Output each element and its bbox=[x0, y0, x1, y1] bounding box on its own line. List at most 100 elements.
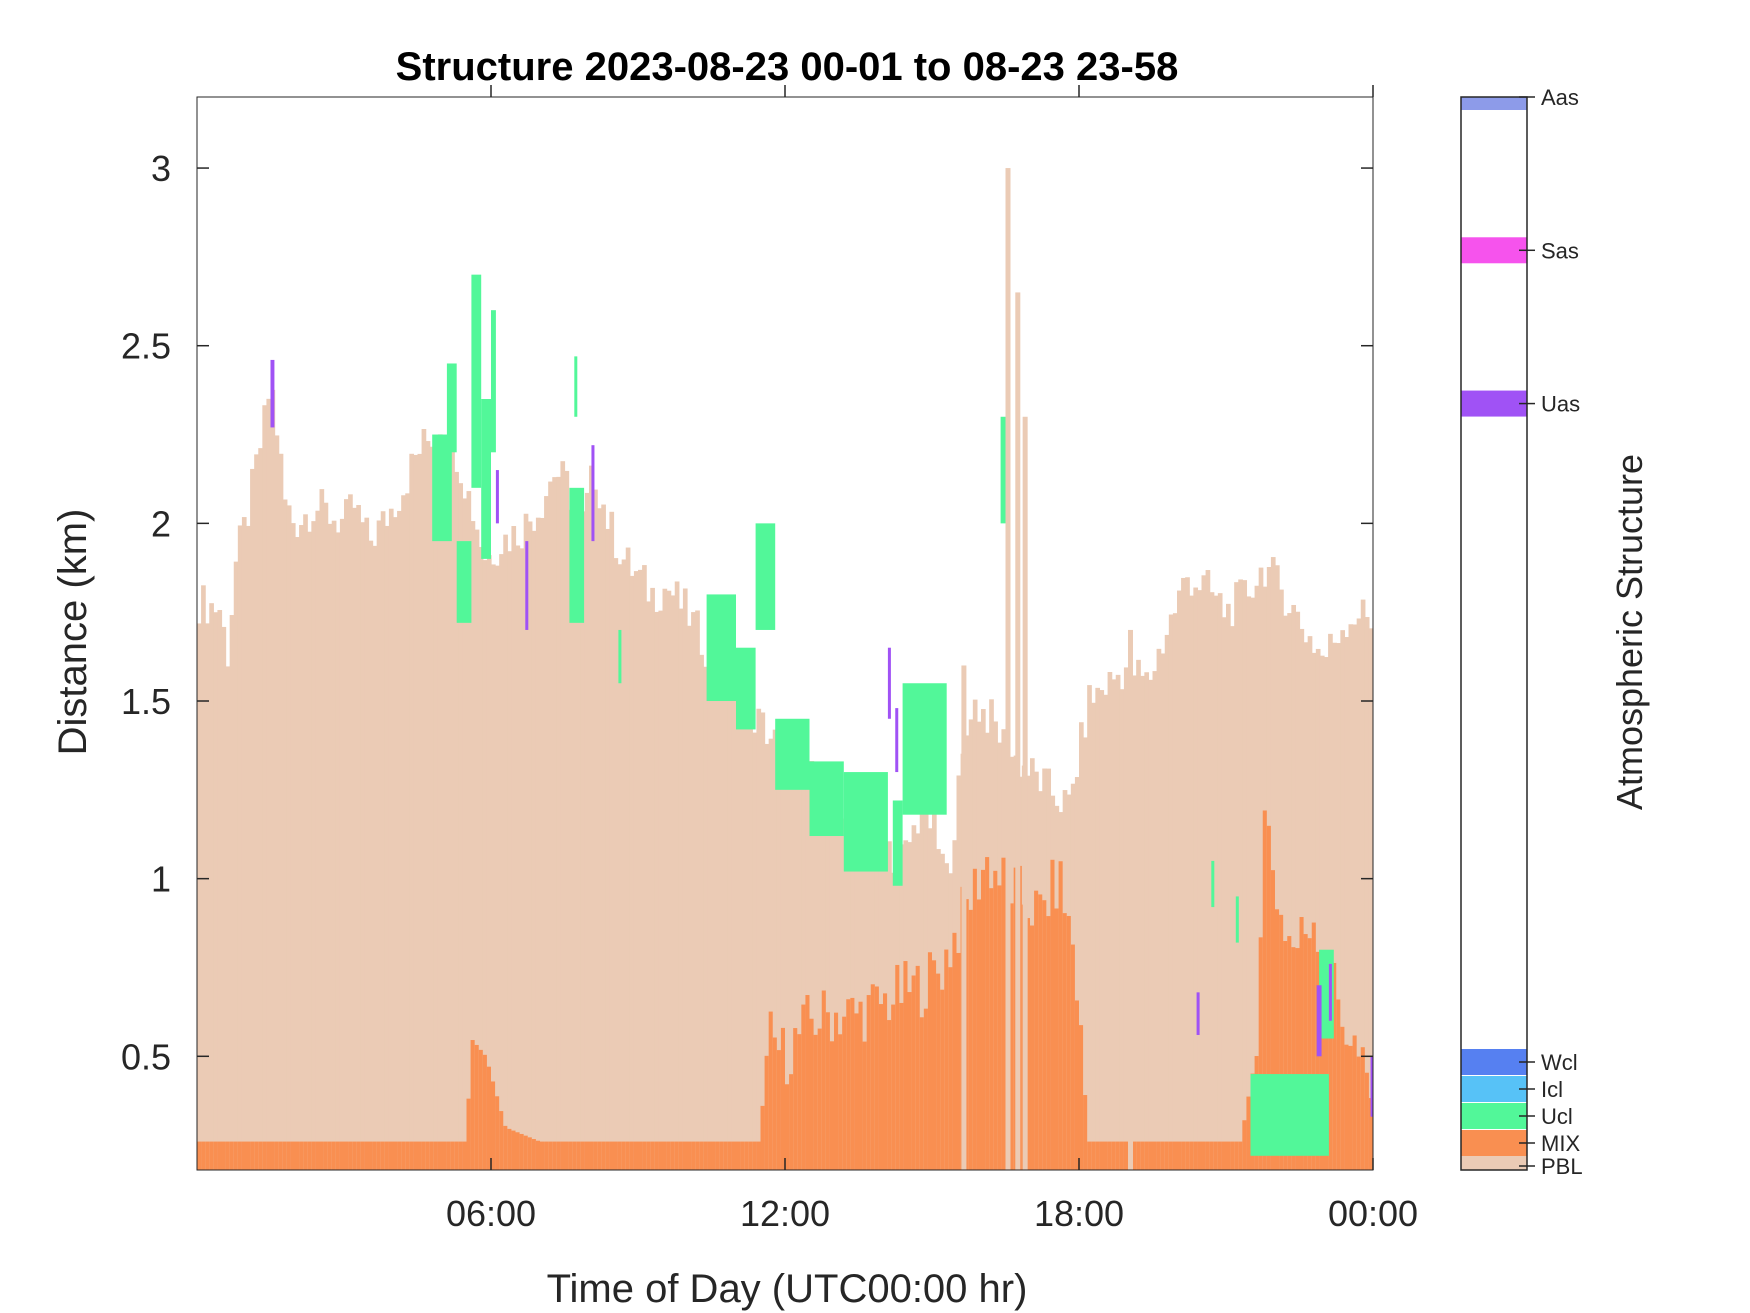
mix-bar bbox=[744, 1141, 749, 1170]
pbl-bar bbox=[789, 750, 794, 1170]
pbl-bar bbox=[1270, 557, 1276, 1170]
mix-bar bbox=[1164, 1141, 1170, 1170]
pbl-bar bbox=[772, 729, 778, 1170]
pbl-bar bbox=[829, 780, 835, 1170]
mix-bar bbox=[1324, 971, 1329, 1170]
mix-bar bbox=[1336, 999, 1341, 1170]
mix-bar bbox=[421, 1141, 427, 1170]
pbl-bar bbox=[454, 471, 459, 1170]
pbl-bar bbox=[1319, 655, 1325, 1170]
mix-bar bbox=[711, 1141, 717, 1170]
mix-bar bbox=[540, 1141, 545, 1170]
mix-bar bbox=[425, 1141, 431, 1170]
pbl-bar bbox=[1217, 593, 1223, 1170]
pbl-bar bbox=[650, 587, 655, 1170]
mix-bar bbox=[829, 1041, 835, 1170]
pbl-bar bbox=[1197, 590, 1203, 1170]
pbl-bar bbox=[809, 761, 815, 1170]
pbl-bar bbox=[1307, 636, 1313, 1170]
pbl-bar bbox=[1246, 596, 1252, 1170]
pbl-bar bbox=[605, 528, 611, 1170]
mix-bar bbox=[458, 1141, 464, 1170]
mix-bar bbox=[246, 1141, 251, 1170]
pbl-bar bbox=[862, 825, 868, 1170]
mix-bar bbox=[785, 1084, 790, 1170]
mix-bar bbox=[1299, 917, 1305, 1170]
mix-bar bbox=[638, 1141, 643, 1170]
mix-bar bbox=[1242, 1120, 1248, 1170]
y-tick-label: 2 bbox=[151, 503, 171, 544]
mix-bar bbox=[1270, 870, 1276, 1170]
mix-bar bbox=[433, 1141, 439, 1170]
pbl-bar bbox=[552, 477, 557, 1170]
mix-bar bbox=[1136, 1141, 1141, 1170]
mix-bar bbox=[613, 1141, 619, 1170]
ucl-segment bbox=[1211, 860, 1215, 908]
y-tick-label: 0.5 bbox=[121, 1036, 171, 1077]
ucl-segment bbox=[902, 683, 947, 815]
mix-bar bbox=[282, 1141, 288, 1170]
pbl-bar bbox=[752, 732, 758, 1170]
pbl-bar bbox=[670, 595, 676, 1170]
mix-bar bbox=[862, 1041, 868, 1170]
colorbar-frame bbox=[1460, 96, 1528, 1171]
pbl-bar bbox=[589, 465, 594, 1170]
mix-bar bbox=[776, 1050, 782, 1170]
ucl-segment bbox=[706, 594, 736, 702]
colorbar-label: MIX bbox=[1541, 1131, 1580, 1156]
mix-bar bbox=[552, 1141, 557, 1170]
pbl-bar bbox=[1279, 589, 1284, 1170]
mix-bar bbox=[450, 1141, 455, 1170]
mix-bar bbox=[217, 1141, 223, 1170]
mix-bar bbox=[887, 1020, 892, 1170]
mix-bar bbox=[250, 1141, 255, 1170]
pbl-bar bbox=[511, 526, 517, 1170]
pbl-bar bbox=[638, 569, 643, 1170]
pbl-bar bbox=[1148, 679, 1154, 1170]
mix-bar bbox=[674, 1141, 680, 1170]
mix-bar bbox=[944, 949, 949, 1170]
pbl-bar bbox=[699, 654, 704, 1170]
pbl-bar bbox=[507, 551, 513, 1170]
x-tick-label: 06:00 bbox=[446, 1193, 536, 1234]
pbl-bar bbox=[1258, 567, 1264, 1170]
mix-bar bbox=[1246, 1096, 1252, 1170]
pbl-bar bbox=[801, 766, 807, 1170]
pbl-bar bbox=[1242, 580, 1248, 1170]
pbl-bar bbox=[731, 679, 737, 1170]
pbl-bar bbox=[1074, 777, 1080, 1170]
pbl-bar bbox=[601, 504, 606, 1170]
mix-bar bbox=[1001, 857, 1007, 1170]
mix-bar bbox=[968, 909, 974, 1170]
pbl-bar bbox=[1352, 624, 1358, 1170]
colorbar-label: Aas bbox=[1541, 85, 1579, 110]
pbl-bar bbox=[491, 564, 496, 1170]
pbl-bar bbox=[666, 590, 672, 1170]
mix-bar bbox=[1213, 1141, 1219, 1170]
mix-bar bbox=[237, 1141, 243, 1170]
mix-bar bbox=[981, 869, 986, 1170]
mix-bar bbox=[1087, 1141, 1092, 1170]
pbl-bar bbox=[691, 612, 696, 1170]
ucl-segment bbox=[446, 363, 457, 453]
mix-bar bbox=[535, 1140, 541, 1170]
colorbar-swatch bbox=[1461, 1049, 1527, 1075]
pbl-bar bbox=[262, 405, 268, 1170]
uas-segment bbox=[270, 359, 275, 428]
mix-bar bbox=[1099, 1141, 1105, 1170]
mix-bar bbox=[274, 1141, 280, 1170]
mix-bar bbox=[1364, 1072, 1370, 1170]
pbl-bar bbox=[450, 428, 455, 1170]
mix-bar bbox=[1156, 1141, 1162, 1170]
pbl-bar bbox=[850, 797, 856, 1170]
mix-bar bbox=[723, 1141, 729, 1170]
x-axis-label: Time of Day (UTC00:00 hr) bbox=[547, 1267, 1028, 1311]
mix-bar bbox=[197, 1141, 202, 1170]
pbl-bar bbox=[1360, 599, 1366, 1170]
pbl-bar bbox=[1144, 672, 1150, 1170]
pbl-bar bbox=[793, 749, 798, 1170]
pbl-bar bbox=[1172, 613, 1178, 1170]
x-tick-label: 18:00 bbox=[1034, 1193, 1124, 1234]
pbl-bar bbox=[482, 560, 488, 1170]
